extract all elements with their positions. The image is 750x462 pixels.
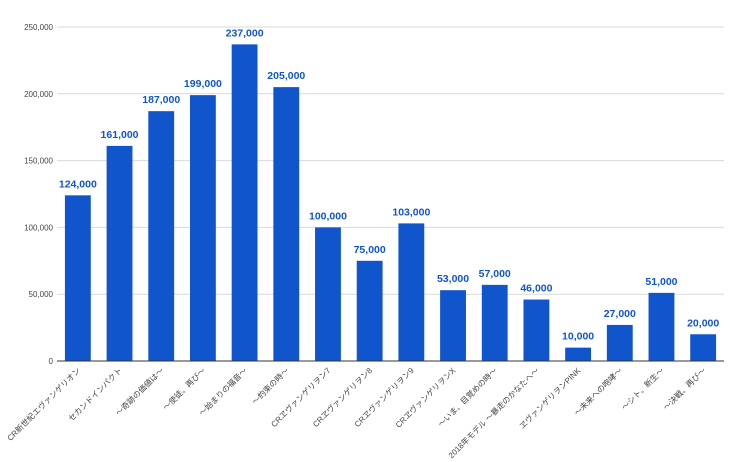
data-label: 100,000 [309, 210, 347, 222]
bar [64, 195, 91, 361]
data-label: 10,000 [562, 331, 594, 343]
bar [273, 87, 300, 362]
y-tick-label: 50,000 [29, 290, 54, 299]
bar [648, 292, 675, 361]
bar [523, 299, 550, 361]
bar [565, 347, 592, 361]
bar [356, 260, 383, 361]
x-tick-label: CR新世紀エヴァンゲリオン [5, 365, 82, 442]
bar [106, 145, 133, 361]
x-tick-label: ～シト、新生～ [619, 365, 666, 412]
data-label: 199,000 [184, 78, 222, 90]
x-tick-label: ～決戦、再び～ [661, 365, 708, 412]
bar [690, 334, 717, 361]
bar [189, 95, 216, 362]
data-label: 51,000 [645, 276, 677, 288]
y-tick-label: 100,000 [24, 223, 53, 232]
data-label: 20,000 [687, 317, 719, 329]
bar [606, 324, 633, 361]
bar [398, 223, 425, 361]
bar [481, 284, 508, 361]
y-tick-label: 200,000 [24, 90, 53, 99]
data-label: 57,000 [479, 268, 511, 280]
data-label: 27,000 [604, 308, 636, 320]
data-label: 161,000 [101, 129, 139, 141]
data-label: 53,000 [437, 273, 469, 285]
bar [231, 44, 258, 361]
data-label: 124,000 [59, 178, 97, 190]
x-tick-label: 2018年モデル ～暴走のかなたへ～ [446, 365, 541, 460]
data-label: 237,000 [226, 27, 264, 39]
data-label: 103,000 [392, 206, 430, 218]
data-label: 75,000 [354, 244, 386, 256]
bar [315, 227, 341, 361]
data-label: 205,000 [267, 70, 305, 82]
data-label: 187,000 [142, 94, 180, 106]
x-tick-label: ～約束の時～ [250, 365, 291, 406]
data-label: 46,000 [520, 283, 552, 295]
y-tick-label: 150,000 [24, 157, 53, 166]
y-tick-label: 250,000 [24, 23, 53, 32]
bar [440, 290, 466, 361]
x-tick-label: ～使徒、再び～ [161, 365, 208, 412]
bar [148, 111, 175, 361]
y-tick-label: 0 [49, 357, 54, 366]
